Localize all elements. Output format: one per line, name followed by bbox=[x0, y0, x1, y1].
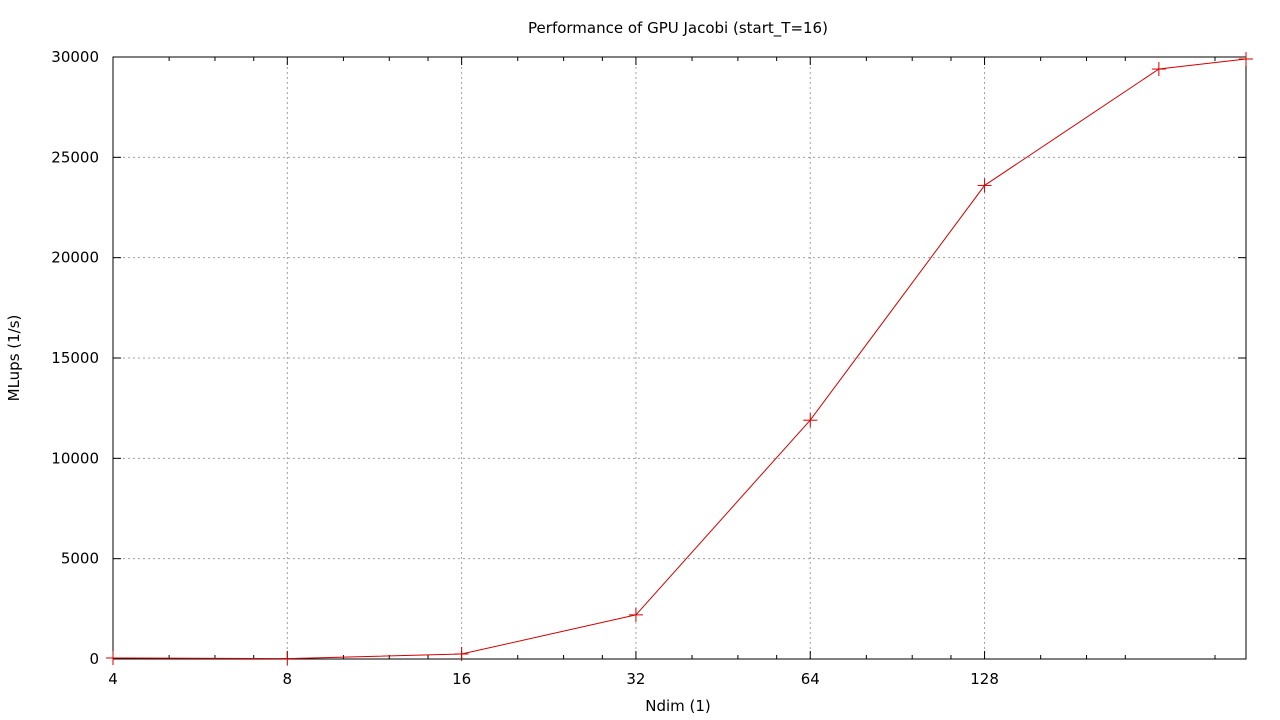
y-axis-label: MLups (1/s) bbox=[5, 315, 23, 402]
chart-title: Performance of GPU Jacobi (start_T=16) bbox=[528, 19, 828, 38]
series bbox=[106, 52, 1253, 666]
y-tick-label: 5000 bbox=[61, 550, 99, 568]
x-tick-label: 4 bbox=[108, 670, 118, 688]
x-tick-label: 128 bbox=[970, 670, 999, 688]
data-point bbox=[628, 607, 643, 622]
data-point bbox=[1239, 52, 1253, 67]
grid bbox=[113, 57, 1246, 659]
y-tick-label: 20000 bbox=[51, 249, 99, 267]
y-tick-label: 0 bbox=[89, 650, 99, 668]
x-tick-label: 32 bbox=[626, 670, 645, 688]
y-tick-label: 15000 bbox=[51, 349, 99, 367]
data-point bbox=[106, 650, 120, 665]
x-tick-label: 16 bbox=[452, 670, 471, 688]
data-point bbox=[803, 413, 818, 428]
data-point bbox=[280, 651, 295, 666]
data-point bbox=[1151, 62, 1166, 77]
data-point bbox=[977, 178, 992, 193]
series-line bbox=[112, 58, 1247, 660]
y-tick-label: 30000 bbox=[51, 48, 99, 66]
x-axis-label: Ndim (1) bbox=[645, 697, 711, 715]
tick-labels: 0 5000 10000 15000 20000 25000 30000 4 8 16 32 64 12… bbox=[51, 48, 999, 688]
y-tick-label: 25000 bbox=[51, 148, 99, 166]
plot-frame bbox=[112, 56, 1247, 660]
data-point bbox=[454, 646, 469, 661]
y-tick-label: 10000 bbox=[51, 449, 99, 467]
x-tick-label: 8 bbox=[283, 670, 293, 688]
x-tick-label: 64 bbox=[801, 670, 820, 688]
